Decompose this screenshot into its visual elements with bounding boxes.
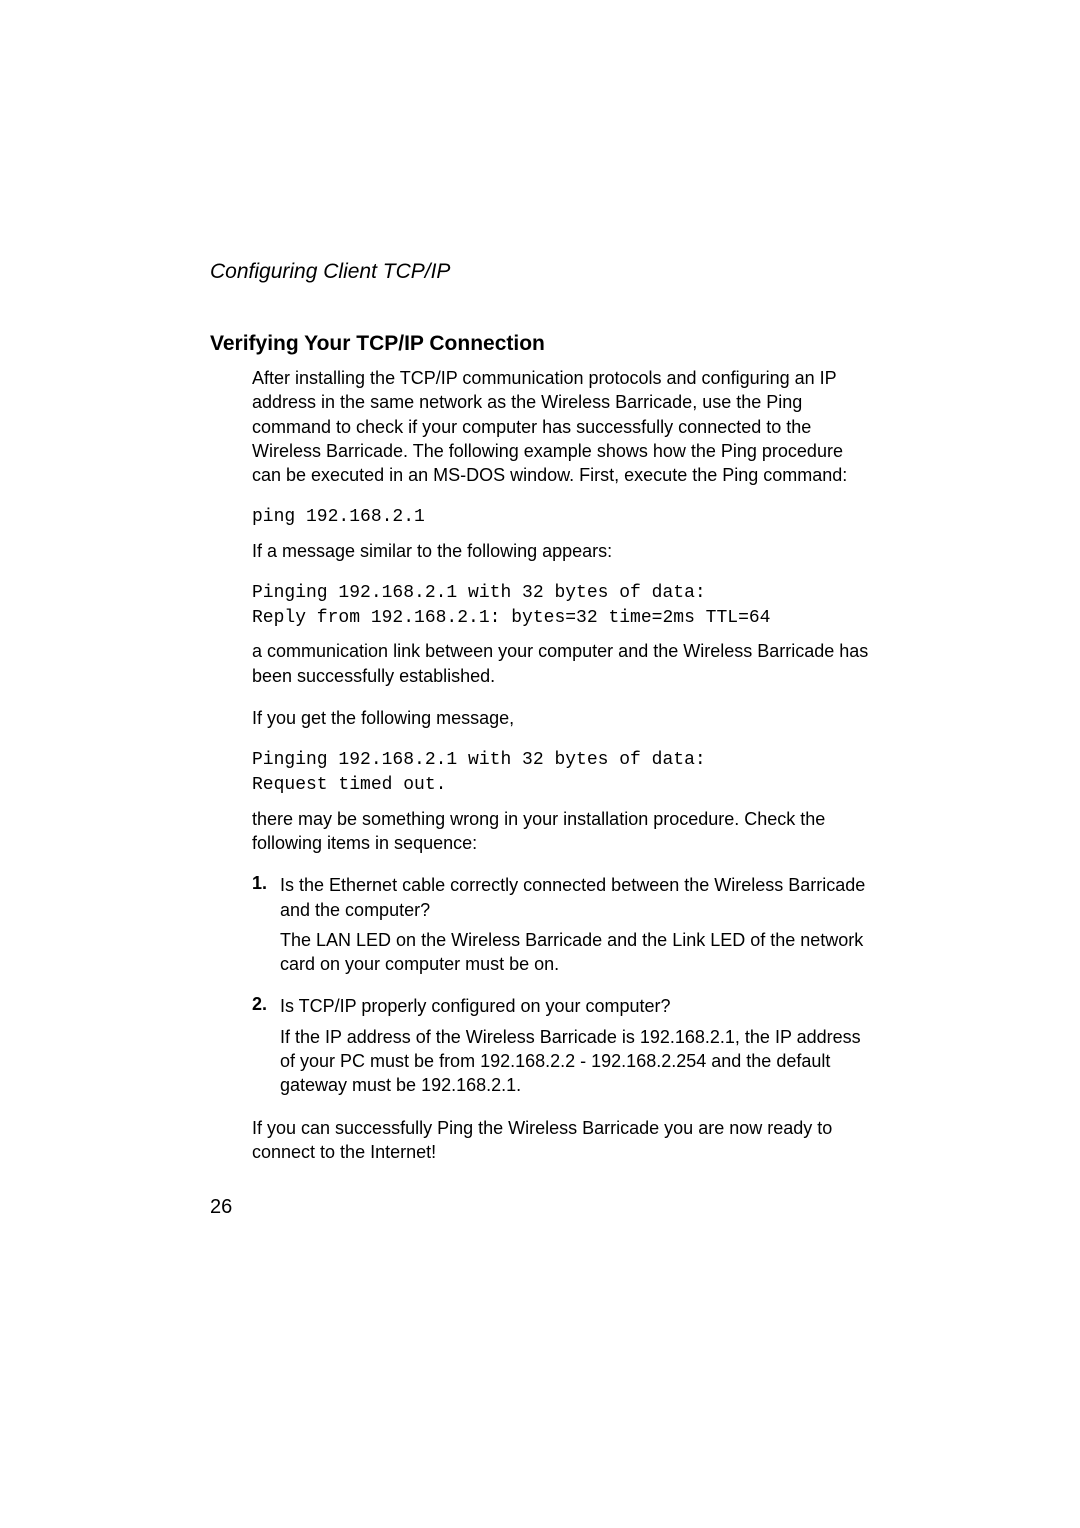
intro-paragraph: After installing the TCP/IP communicatio… xyxy=(252,366,870,487)
section-heading: Verifying Your TCP/IP Connection xyxy=(210,332,870,356)
code-ping-timeout-line2: Request timed out. xyxy=(252,773,870,798)
list-item-1: 1. Is the Ethernet cable correctly conne… xyxy=(252,873,870,922)
closing-paragraph: If you can successfully Ping the Wireles… xyxy=(252,1116,870,1165)
paragraph: If you get the following message, xyxy=(252,706,870,730)
list-number: 2. xyxy=(252,994,280,1018)
list-item-2: 2. Is TCP/IP properly configured on your… xyxy=(252,994,870,1018)
paragraph: a communication link between your comput… xyxy=(252,639,870,688)
code-ping-command: ping 192.168.2.1 xyxy=(252,505,870,530)
paragraph: there may be something wrong in your ins… xyxy=(252,807,870,856)
list-answer: If the IP address of the Wireless Barric… xyxy=(280,1025,870,1098)
body-content: After installing the TCP/IP communicatio… xyxy=(252,366,870,1164)
code-ping-output-line1: Pinging 192.168.2.1 with 32 bytes of dat… xyxy=(252,581,870,606)
page-container: Configuring Client TCP/IP Verifying Your… xyxy=(0,0,1080,1219)
list-answer: The LAN LED on the Wireless Barricade an… xyxy=(280,928,870,977)
list-number: 1. xyxy=(252,873,280,922)
page-number: 26 xyxy=(210,1196,870,1219)
list-question: Is TCP/IP properly configured on your co… xyxy=(280,994,671,1018)
list-question: Is the Ethernet cable correctly connecte… xyxy=(280,873,870,922)
code-ping-output-line2: Reply from 192.168.2.1: bytes=32 time=2m… xyxy=(252,606,870,631)
running-head: Configuring Client TCP/IP xyxy=(210,260,870,284)
paragraph: If a message similar to the following ap… xyxy=(252,539,870,563)
code-ping-timeout-line1: Pinging 192.168.2.1 with 32 bytes of dat… xyxy=(252,748,870,773)
